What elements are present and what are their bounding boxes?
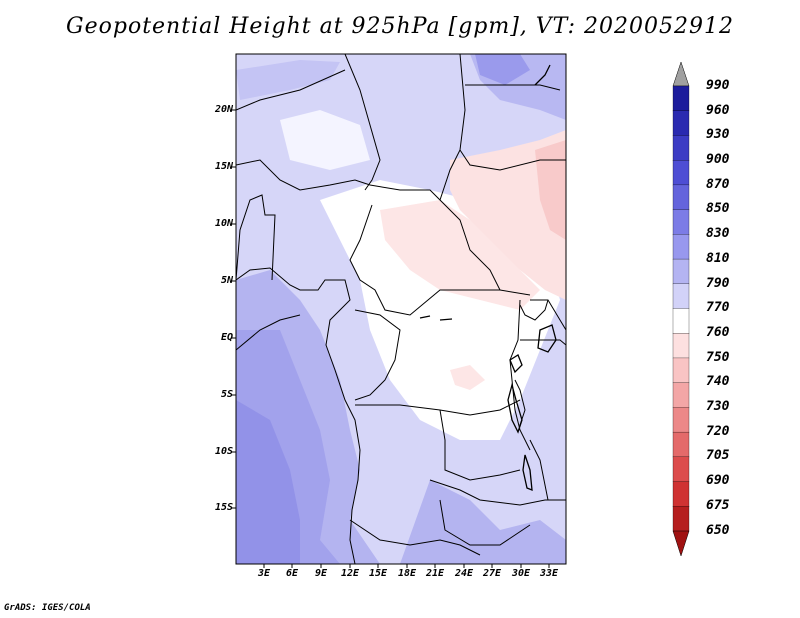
lat-label: 10N: [214, 218, 233, 229]
colorbar-segment: [672, 283, 690, 309]
colorbar-segment: [672, 135, 690, 161]
colorbar-segment: [672, 308, 690, 334]
lon-label: 21E: [425, 568, 445, 579]
colorbar-segment: [672, 357, 690, 384]
lon-label: 9E: [314, 568, 328, 579]
lat-label: 15N: [214, 161, 233, 172]
country-borders: [236, 54, 566, 564]
colorbar-label: 770: [706, 300, 730, 315]
lat-label: 15S: [214, 502, 233, 513]
colorbar-segment: [672, 333, 690, 359]
lon-label: 33E: [539, 568, 559, 579]
colorbar-label: 990: [706, 78, 730, 93]
colorbar-label: 690: [706, 473, 730, 488]
lon-label: 15E: [368, 568, 388, 579]
lon-label: 3E: [257, 568, 271, 579]
colorbar-label: 960: [706, 103, 730, 118]
colorbar-label: 720: [706, 424, 730, 439]
colorbar-under-triangle: [672, 530, 690, 557]
colorbar-label: 900: [706, 152, 730, 167]
lon-label: 6E: [285, 568, 299, 579]
lat-label: EQ: [220, 332, 233, 343]
lat-label: 20N: [214, 104, 233, 115]
lakes: [419, 64, 557, 492]
colorbar-segment: [672, 382, 690, 408]
height-field: [236, 54, 566, 564]
colorbar-label: 930: [706, 127, 730, 142]
colorbar-label: 740: [706, 374, 730, 389]
lat-label: 10S: [214, 446, 233, 457]
colorbar-segment: [672, 431, 690, 458]
colorbar-segment: [672, 407, 690, 433]
lon-label: 30E: [511, 568, 531, 579]
colorbar: [672, 61, 690, 557]
axis-ticks: [232, 109, 550, 568]
software-credit: GrADS: IGES/COLA: [4, 603, 91, 613]
colorbar-segment: [672, 85, 690, 112]
lat-label: 5N: [220, 275, 233, 286]
colorbar-label: 760: [706, 325, 730, 340]
lat-label: 5S: [220, 389, 233, 400]
colorbar-label: 870: [706, 177, 730, 192]
colorbar-label: 810: [706, 251, 730, 266]
colorbar-segments: [672, 85, 690, 532]
lon-label: 24E: [454, 568, 474, 579]
colorbar-label: 705: [706, 448, 730, 463]
colorbar-label: 675: [706, 498, 730, 513]
colorbar-segment: [672, 160, 690, 186]
colorbar-label: 850: [706, 201, 730, 216]
colorbar-over-triangle: [672, 61, 690, 87]
colorbar-segment: [672, 110, 690, 136]
colorbar-segment: [672, 184, 690, 211]
map-title: Geopotential Height at 925hPa [gpm], VT:…: [66, 14, 734, 39]
map-frame: [235, 53, 567, 565]
lon-label: 12E: [340, 568, 360, 579]
colorbar-label: 650: [706, 523, 730, 538]
lon-label: 27E: [482, 568, 502, 579]
colorbar-label: 790: [706, 276, 730, 291]
colorbar-segment: [672, 506, 690, 532]
colorbar-segment: [672, 481, 690, 507]
colorbar-segment: [672, 258, 690, 285]
colorbar-segment: [672, 234, 690, 260]
colorbar-label: 830: [706, 226, 730, 241]
colorbar-segment: [672, 209, 690, 235]
lon-label: 18E: [397, 568, 417, 579]
colorbar-label: 730: [706, 399, 730, 414]
colorbar-segment: [672, 456, 690, 482]
colorbar-label: 750: [706, 350, 730, 365]
